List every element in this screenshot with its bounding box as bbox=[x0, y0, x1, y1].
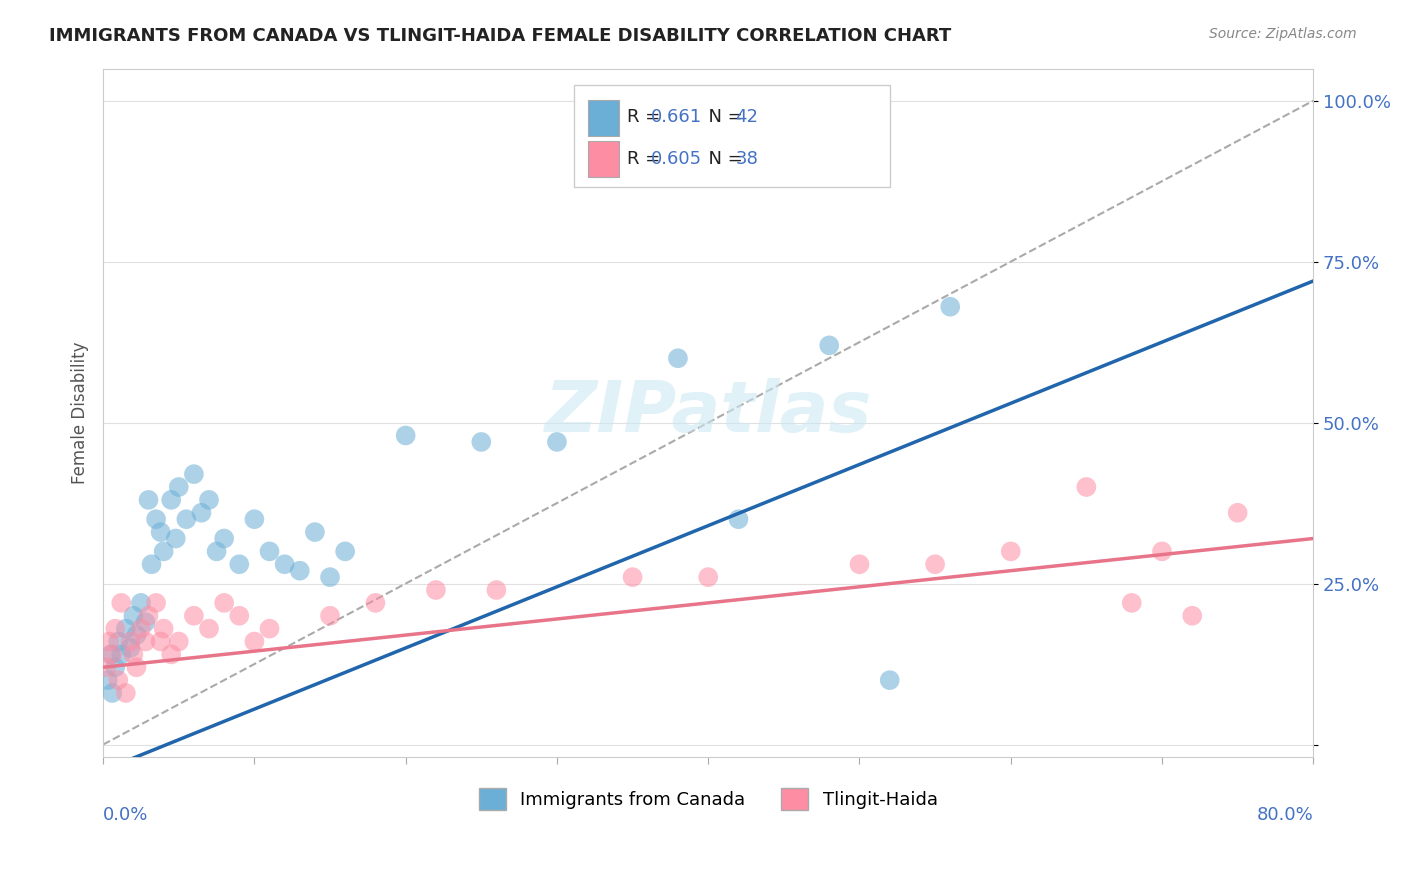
Point bbox=[546, 434, 568, 449]
Point bbox=[205, 544, 228, 558]
Point bbox=[1150, 544, 1173, 558]
Point bbox=[149, 634, 172, 648]
Point bbox=[333, 544, 356, 558]
Point bbox=[110, 648, 132, 662]
Point bbox=[924, 558, 946, 572]
Point bbox=[134, 634, 156, 648]
Point bbox=[190, 506, 212, 520]
Text: IMMIGRANTS FROM CANADA VS TLINGIT-HAIDA FEMALE DISABILITY CORRELATION CHART: IMMIGRANTS FROM CANADA VS TLINGIT-HAIDA … bbox=[49, 27, 952, 45]
Point bbox=[134, 615, 156, 630]
Point bbox=[470, 434, 492, 449]
Point bbox=[96, 660, 118, 674]
Point bbox=[160, 492, 183, 507]
Point bbox=[288, 564, 311, 578]
Point bbox=[125, 628, 148, 642]
Point bbox=[259, 544, 281, 558]
Point bbox=[1000, 544, 1022, 558]
Point bbox=[183, 467, 205, 482]
Text: R =: R = bbox=[627, 108, 666, 126]
Point bbox=[152, 622, 174, 636]
Point bbox=[141, 558, 163, 572]
Point bbox=[167, 634, 190, 648]
Point bbox=[485, 582, 508, 597]
Legend: Immigrants from Canada, Tlingit-Haida: Immigrants from Canada, Tlingit-Haida bbox=[471, 780, 945, 817]
Point bbox=[212, 596, 235, 610]
Point bbox=[120, 640, 142, 655]
Point bbox=[138, 492, 160, 507]
Point bbox=[120, 634, 142, 648]
Point bbox=[319, 608, 342, 623]
Point bbox=[129, 622, 152, 636]
Point bbox=[104, 622, 127, 636]
Text: 0.661: 0.661 bbox=[651, 108, 702, 126]
Point bbox=[114, 686, 136, 700]
Point bbox=[176, 512, 198, 526]
Point bbox=[621, 570, 644, 584]
Point bbox=[259, 622, 281, 636]
Text: 0.0%: 0.0% bbox=[103, 805, 149, 823]
Point bbox=[198, 492, 221, 507]
Point bbox=[273, 558, 295, 572]
Point bbox=[160, 648, 183, 662]
Point bbox=[97, 673, 120, 687]
Point bbox=[100, 648, 122, 662]
Point bbox=[243, 634, 266, 648]
Point bbox=[122, 608, 145, 623]
Point bbox=[167, 480, 190, 494]
Text: 42: 42 bbox=[735, 108, 758, 126]
Text: Source: ZipAtlas.com: Source: ZipAtlas.com bbox=[1209, 27, 1357, 41]
Point bbox=[1076, 480, 1098, 494]
Point bbox=[145, 512, 167, 526]
Text: ZIPatlas: ZIPatlas bbox=[544, 378, 872, 448]
Point bbox=[129, 596, 152, 610]
Point bbox=[228, 608, 250, 623]
Point bbox=[198, 622, 221, 636]
Point bbox=[228, 558, 250, 572]
Point bbox=[122, 648, 145, 662]
Point bbox=[114, 622, 136, 636]
Point bbox=[1226, 506, 1249, 520]
Point bbox=[98, 634, 121, 648]
Point bbox=[125, 660, 148, 674]
Point bbox=[939, 300, 962, 314]
Text: N =: N = bbox=[697, 108, 749, 126]
Point bbox=[727, 512, 749, 526]
Point bbox=[395, 428, 418, 442]
Point bbox=[110, 596, 132, 610]
Point bbox=[848, 558, 870, 572]
Point bbox=[149, 524, 172, 539]
Point bbox=[364, 596, 387, 610]
Point bbox=[107, 673, 129, 687]
Text: 38: 38 bbox=[735, 150, 758, 168]
Point bbox=[104, 660, 127, 674]
Point bbox=[879, 673, 901, 687]
Point bbox=[818, 338, 841, 352]
Text: N =: N = bbox=[697, 150, 749, 168]
Point bbox=[107, 634, 129, 648]
Point bbox=[243, 512, 266, 526]
Text: R =: R = bbox=[627, 150, 666, 168]
Point bbox=[666, 351, 689, 366]
Point bbox=[183, 608, 205, 623]
Point bbox=[165, 532, 187, 546]
Point bbox=[304, 524, 326, 539]
Point bbox=[101, 648, 124, 662]
Point bbox=[1181, 608, 1204, 623]
Point bbox=[152, 544, 174, 558]
Y-axis label: Female Disability: Female Disability bbox=[72, 342, 89, 484]
Point bbox=[697, 570, 720, 584]
Point bbox=[138, 608, 160, 623]
Text: 0.605: 0.605 bbox=[651, 150, 702, 168]
Point bbox=[425, 582, 447, 597]
Point bbox=[319, 570, 342, 584]
Point bbox=[1121, 596, 1143, 610]
Text: 80.0%: 80.0% bbox=[1257, 805, 1313, 823]
Point bbox=[101, 686, 124, 700]
Point bbox=[145, 596, 167, 610]
Point bbox=[212, 532, 235, 546]
